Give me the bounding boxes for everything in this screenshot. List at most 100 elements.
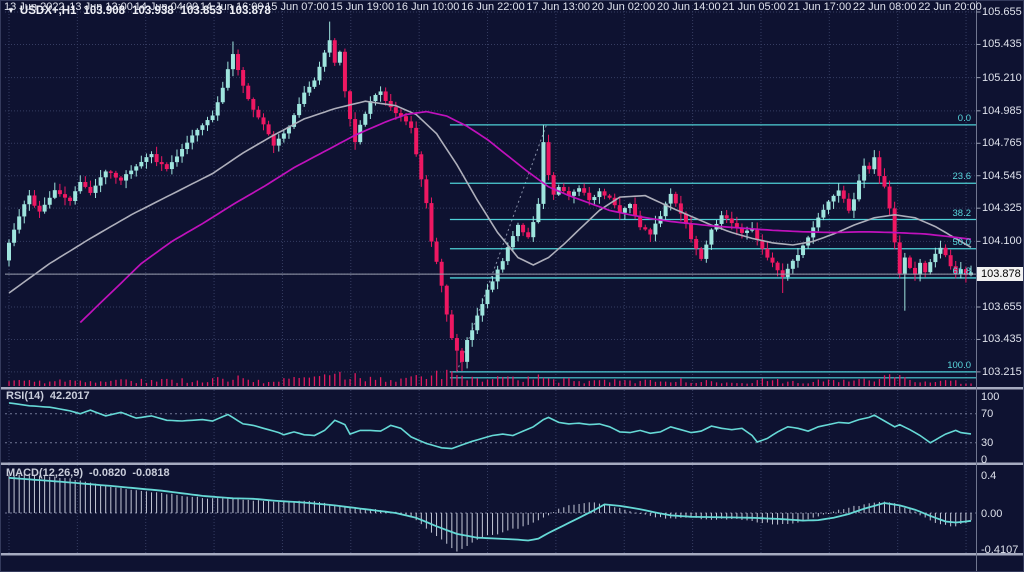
rsi-indicator-label: RSI(14) 42.2017 (6, 390, 96, 402)
price-axis-label: 104.325 (982, 202, 1022, 215)
macd-histogram-bar (125, 489, 127, 513)
volume-bar (166, 378, 168, 386)
volume-bar (624, 380, 626, 386)
macd-histogram-bar (512, 513, 514, 529)
macd-histogram-bar (466, 513, 468, 546)
macd-histogram-bar (405, 513, 407, 516)
volume-bar (782, 383, 784, 386)
volume-bar (542, 377, 545, 386)
volume-bar (878, 379, 881, 386)
volume-bar (8, 381, 10, 386)
volume-bar (313, 376, 316, 386)
volume-bar (909, 379, 911, 386)
macd-name: MACD(12,26,9) (6, 467, 84, 479)
rsi-value: 42.2017 (49, 390, 90, 402)
volume-bar (232, 379, 234, 386)
volume-bar (736, 383, 738, 386)
volume-bar (339, 371, 341, 386)
volume-bar (206, 382, 209, 386)
volume-bar (970, 383, 972, 386)
macd-histogram-bar (252, 500, 254, 513)
fib-label-50.0: 50.0 (952, 236, 972, 248)
macd-histogram-bar (629, 511, 631, 513)
symbol-dropdown-icon[interactable]: ▼ (7, 6, 15, 15)
macd-histogram-bar (130, 489, 132, 513)
panel-separator[interactable] (1, 387, 1024, 390)
volume-bar (746, 383, 748, 386)
volume-bar (298, 377, 300, 386)
macd-histogram-bar (23, 474, 25, 513)
volume-bar (267, 382, 270, 386)
macd-histogram-bar (354, 508, 356, 513)
volume-bar (838, 382, 840, 386)
fib-label-0.0: 0.0 (957, 112, 971, 124)
volume-bar (751, 383, 753, 386)
macd-histogram-bar (558, 508, 560, 513)
current-price-label: 103.878 (977, 267, 1023, 282)
volume-bar (904, 377, 906, 386)
volume-bar (374, 379, 377, 386)
macd-histogram-bar (486, 513, 488, 536)
volume-bar (593, 380, 596, 386)
volume-bar (115, 379, 117, 386)
macd-histogram-bar (318, 501, 320, 513)
volume-bar (766, 381, 769, 386)
macd-histogram-bar (79, 480, 81, 513)
time-axis-label: 14 Jun 04:00 (134, 1, 199, 13)
volume-bar (629, 380, 631, 386)
fib-label-23.6: 23.6 (952, 171, 972, 183)
time-axis-label: 13 Jun 13:00 (69, 1, 133, 13)
volume-bar (349, 378, 351, 386)
panel-separator[interactable] (1, 553, 1024, 556)
volume-bar (939, 380, 942, 386)
volume-bar (685, 382, 687, 386)
macd-histogram-bar (904, 507, 906, 513)
volume-bar (74, 380, 76, 386)
volume-bar (853, 380, 855, 386)
macd-histogram-bar (28, 475, 30, 513)
macd-histogram-bar (95, 483, 97, 513)
macd-histogram-bar (344, 506, 346, 513)
macd-histogram-bar (522, 513, 524, 527)
volume-bar (787, 381, 789, 386)
macd-histogram-bar (889, 502, 891, 513)
macd-histogram-bar (298, 500, 300, 513)
macd-histogram-bar (950, 513, 952, 527)
time-axis-label: 22 Jun 08:00 (852, 1, 917, 13)
volume-bar (792, 380, 794, 386)
macd-histogram-bar (721, 513, 723, 519)
time-axis-label: 20 Jun 02:00 (591, 1, 656, 13)
volume-bar (715, 382, 718, 386)
volume-bar (344, 379, 346, 386)
ma-slow-line (79, 110, 972, 324)
macd-histogram-bar (135, 490, 137, 513)
macd-histogram-bar (853, 505, 855, 513)
macd-histogram-bar (817, 513, 819, 517)
volume-bar (690, 382, 692, 386)
volume-bar (288, 378, 290, 386)
volume-bar (705, 380, 708, 386)
macd-signal-line (8, 477, 972, 542)
macd-histogram-bar (690, 513, 692, 518)
volume-bar (110, 380, 112, 386)
price-axis-label: 103.215 (982, 365, 1022, 378)
macd-histogram-bar (288, 500, 290, 513)
macd-histogram-bar (563, 507, 565, 513)
volume-bar (950, 380, 952, 386)
macd-histogram-bar (873, 502, 875, 513)
volume-bar (517, 380, 519, 386)
volume-bar (13, 380, 15, 386)
macd-histogram-bar (481, 513, 483, 538)
macd-histogram-bar (792, 513, 794, 524)
volume-bar (471, 376, 473, 386)
time-axis-label: 15 Jun 07:00 (265, 1, 329, 13)
volume-bar (502, 376, 504, 386)
macd-histogram-bar (425, 513, 427, 529)
volume-bar (583, 383, 585, 386)
macd-histogram-bar (578, 503, 580, 513)
volume-bar (771, 380, 774, 386)
macd-histogram-bar (364, 508, 366, 513)
macd-histogram-bar (349, 507, 351, 513)
panel-separator[interactable] (1, 462, 1024, 466)
